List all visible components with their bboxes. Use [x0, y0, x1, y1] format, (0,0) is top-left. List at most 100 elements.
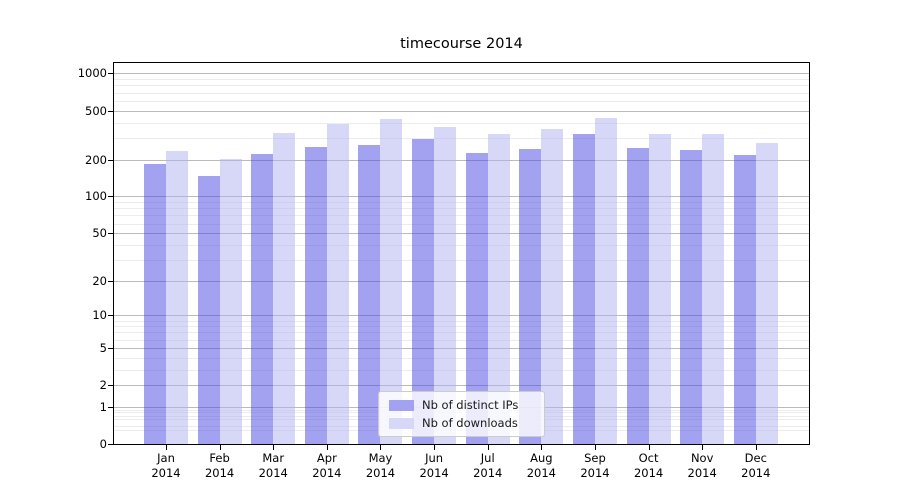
minor-gridline — [114, 223, 809, 225]
y-tick-mark — [108, 406, 113, 408]
year-label: 2014 — [258, 466, 288, 480]
major-gridline — [114, 347, 809, 349]
year-label: 2014 — [741, 466, 771, 480]
bar-ips-oct — [626, 147, 649, 444]
bar-ips-aug — [519, 148, 542, 444]
month-label: Mar — [262, 451, 285, 465]
major-gridline — [114, 233, 809, 235]
y-tick-label: 1 — [99, 399, 107, 414]
bar-downloads-jan — [166, 150, 188, 444]
legend-item-downloads: Nb of downloads — [389, 416, 535, 430]
bar-ips-jan — [144, 164, 166, 444]
x-tick-label: Jun 2014 — [407, 451, 461, 481]
major-gridline — [114, 159, 809, 161]
x-tick-mark — [166, 445, 167, 450]
minor-gridline — [114, 357, 809, 359]
bar-ips-jul — [465, 152, 488, 444]
legend: Nb of distinct IPs Nb of downloads — [378, 391, 545, 437]
year-label: 2014 — [687, 466, 717, 480]
bar-downloads-jun — [434, 126, 457, 444]
minor-gridline — [114, 320, 809, 322]
bar-ips-jun — [412, 139, 435, 444]
month-label: Nov — [690, 451, 714, 465]
bar-downloads-mar — [273, 133, 296, 444]
y-tick-mark — [108, 73, 113, 75]
y-tick-mark — [108, 196, 113, 198]
year-label: 2014 — [526, 466, 556, 480]
x-tick-label: Nov 2014 — [675, 451, 729, 481]
bar-ips-nov — [680, 149, 703, 444]
x-tick-mark — [326, 445, 328, 450]
year-label: 2014 — [365, 466, 396, 480]
x-tick-label: Jan 2014 — [139, 451, 193, 481]
x-tick-mark — [702, 445, 704, 450]
month-label: Sep — [584, 451, 606, 465]
bar-downloads-sep — [594, 118, 617, 444]
bar-ips-sep — [572, 134, 595, 444]
month-label: Dec — [744, 451, 767, 465]
bar-ips-apr — [304, 147, 327, 444]
x-tick-mark — [434, 445, 436, 450]
y-tick-mark — [108, 159, 113, 161]
minor-gridline — [114, 332, 809, 334]
legend-label-distinct-ips: Nb of distinct IPs — [422, 398, 519, 412]
bar-ips-dec — [733, 155, 756, 444]
year-label: 2014 — [633, 466, 664, 480]
x-tick-label: Dec 2014 — [729, 451, 783, 481]
minor-gridline — [114, 369, 809, 371]
year-label: 2014 — [151, 466, 181, 480]
y-tick-mark — [108, 280, 113, 282]
bar-downloads-oct — [648, 133, 671, 444]
y-tick-mark — [108, 347, 113, 349]
plot-area — [113, 62, 810, 445]
x-tick-mark — [380, 445, 382, 450]
bar-downloads-nov — [702, 133, 725, 444]
x-tick-mark — [755, 445, 757, 450]
minor-gridline — [114, 326, 809, 328]
y-tick-label: 10 — [92, 308, 107, 323]
legend-item-distinct-ips: Nb of distinct IPs — [389, 398, 535, 412]
y-tick-mark — [108, 444, 113, 445]
x-tick-label: Mar 2014 — [246, 451, 300, 481]
chart-title: timecourse 2014 — [400, 36, 523, 52]
y-tick-mark — [108, 385, 113, 387]
major-gridline — [114, 280, 809, 282]
y-tick-mark — [108, 233, 113, 235]
year-label: 2014 — [473, 466, 503, 480]
minor-gridline — [114, 122, 809, 124]
minor-gridline — [114, 202, 809, 204]
x-tick-mark — [273, 445, 275, 450]
minor-gridline — [114, 208, 809, 210]
y-tick-label: 50 — [92, 226, 107, 241]
minor-gridline — [114, 259, 809, 261]
bar-downloads-apr — [326, 124, 349, 444]
x-tick-mark — [648, 445, 650, 450]
x-tick-label: Apr 2014 — [300, 451, 354, 481]
legend-swatch-downloads — [389, 417, 414, 429]
bar-downloads-feb — [219, 159, 242, 444]
minor-gridline — [114, 79, 809, 81]
month-label: May — [368, 451, 393, 465]
y-tick-label: 200 — [85, 152, 107, 167]
minor-gridline — [114, 92, 809, 94]
month-label: Apr — [316, 451, 337, 465]
major-gridline — [114, 73, 809, 75]
major-gridline — [114, 385, 809, 387]
y-tick-label: 100 — [85, 189, 107, 204]
x-tick-label: Oct 2014 — [622, 451, 676, 481]
y-tick-label: 5 — [99, 340, 107, 355]
y-tick-label: 20 — [92, 273, 107, 288]
x-tick-mark — [594, 445, 596, 450]
x-tick-mark — [219, 445, 221, 450]
major-gridline — [114, 315, 809, 317]
x-tick-label: May 2014 — [353, 451, 407, 481]
year-label: 2014 — [204, 466, 235, 480]
minor-gridline — [114, 244, 809, 246]
x-tick-label: Aug 2014 — [514, 451, 568, 481]
major-gridline — [114, 110, 809, 112]
x-tick-mark — [487, 445, 489, 450]
month-label: Jun — [425, 451, 444, 465]
bar-downloads-jul — [487, 134, 510, 444]
month-label: Feb — [209, 451, 230, 465]
year-label: 2014 — [419, 466, 449, 480]
